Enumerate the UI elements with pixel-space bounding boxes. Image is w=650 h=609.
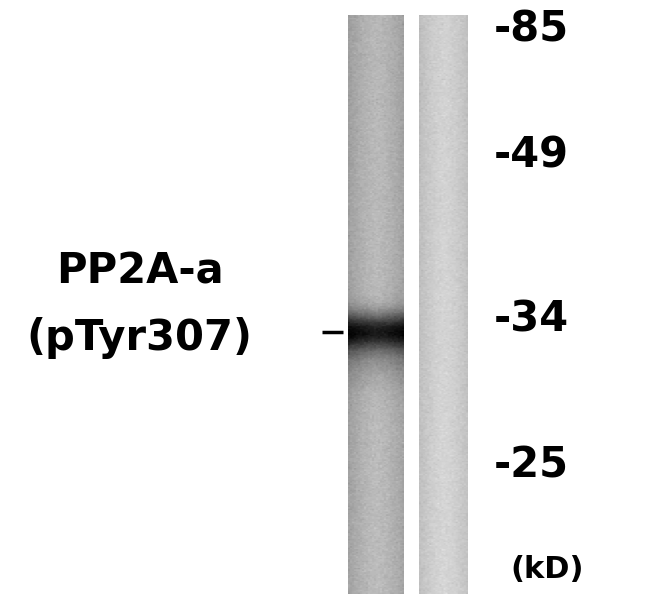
Text: -49: -49 [494,135,569,176]
Text: PP2A-a: PP2A-a [56,250,224,292]
Text: (kD): (kD) [510,555,584,584]
Text: -34: -34 [494,299,569,340]
Text: -85: -85 [494,9,569,50]
Text: (pTyr307): (pTyr307) [27,317,253,359]
Text: -25: -25 [494,445,569,487]
